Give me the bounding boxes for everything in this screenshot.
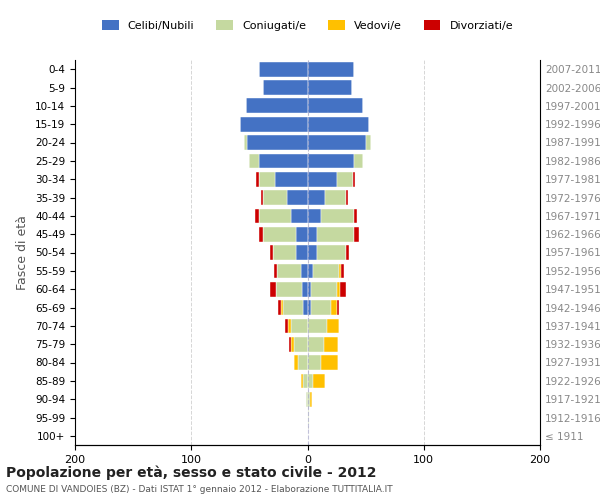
Bar xyxy=(293,355,298,370)
Legend: Celibi/Nubili, Coniugati/e, Vedovi/e, Divorziati/e: Celibi/Nubili, Coniugati/e, Vedovi/e, Di… xyxy=(98,16,517,35)
Bar xyxy=(288,318,291,333)
Bar xyxy=(291,208,308,223)
Bar xyxy=(301,374,303,388)
Text: Popolazione per età, sesso e stato civile - 2012: Popolazione per età, sesso e stato civil… xyxy=(6,465,377,479)
Bar xyxy=(311,300,331,315)
Bar xyxy=(353,172,355,186)
Bar xyxy=(255,208,259,223)
Bar xyxy=(313,374,325,388)
Bar xyxy=(308,80,352,95)
Bar xyxy=(259,208,291,223)
Bar xyxy=(291,318,308,333)
Bar xyxy=(263,227,296,242)
Bar xyxy=(261,190,263,205)
Bar xyxy=(244,135,247,150)
Bar xyxy=(303,374,308,388)
Bar xyxy=(308,117,369,132)
Bar xyxy=(322,355,338,370)
Bar xyxy=(259,62,308,76)
Bar xyxy=(271,245,272,260)
Bar xyxy=(327,318,339,333)
Bar xyxy=(308,227,317,242)
Bar xyxy=(354,227,359,242)
Bar xyxy=(308,300,311,315)
Bar xyxy=(331,300,337,315)
Bar xyxy=(275,172,308,186)
Bar xyxy=(324,337,338,351)
Bar xyxy=(259,172,275,186)
Bar xyxy=(308,318,327,333)
Bar xyxy=(283,300,303,315)
Bar xyxy=(291,337,293,351)
Bar xyxy=(293,337,308,351)
Bar xyxy=(246,98,308,113)
Bar xyxy=(271,282,276,296)
Bar xyxy=(339,264,341,278)
Bar xyxy=(277,264,301,278)
Y-axis label: Fasce di età: Fasce di età xyxy=(16,215,29,290)
Bar xyxy=(301,264,308,278)
Bar xyxy=(259,154,308,168)
Bar xyxy=(296,245,308,260)
Bar xyxy=(325,190,346,205)
Bar xyxy=(310,392,312,406)
Bar xyxy=(287,190,308,205)
Bar xyxy=(308,282,311,296)
Bar xyxy=(259,227,263,242)
Bar xyxy=(303,300,308,315)
Bar xyxy=(308,245,317,260)
Bar xyxy=(337,282,340,296)
Bar xyxy=(308,337,324,351)
Text: COMUNE DI VANDOIES (BZ) - Dati ISTAT 1° gennaio 2012 - Elaborazione TUTTITALIA.I: COMUNE DI VANDOIES (BZ) - Dati ISTAT 1° … xyxy=(6,485,392,494)
Bar xyxy=(337,172,353,186)
Bar xyxy=(308,190,325,205)
Bar xyxy=(308,98,364,113)
Bar xyxy=(272,245,296,260)
Bar xyxy=(354,154,364,168)
Bar xyxy=(302,282,308,296)
Bar xyxy=(346,245,349,260)
Bar xyxy=(296,227,308,242)
Bar xyxy=(341,264,344,278)
Bar xyxy=(308,154,354,168)
Bar xyxy=(298,355,308,370)
Bar xyxy=(263,80,308,95)
Bar xyxy=(308,208,322,223)
Bar xyxy=(256,172,259,186)
Bar xyxy=(308,355,322,370)
Bar xyxy=(308,374,313,388)
Bar xyxy=(278,300,281,315)
Bar xyxy=(317,227,354,242)
Bar xyxy=(240,117,308,132)
Bar xyxy=(274,264,277,278)
Bar xyxy=(313,264,339,278)
Bar xyxy=(308,62,354,76)
Bar xyxy=(365,135,371,150)
Bar xyxy=(289,337,291,351)
Bar xyxy=(308,264,313,278)
Bar xyxy=(337,300,339,315)
Bar xyxy=(263,190,287,205)
Bar xyxy=(346,190,348,205)
Bar xyxy=(354,208,358,223)
Bar xyxy=(286,318,288,333)
Bar xyxy=(307,392,308,406)
Bar xyxy=(276,282,302,296)
Bar xyxy=(317,245,346,260)
Bar xyxy=(308,135,365,150)
Bar xyxy=(250,154,259,168)
Bar xyxy=(308,172,337,186)
Bar xyxy=(322,208,354,223)
Bar xyxy=(308,392,310,406)
Bar xyxy=(247,135,308,150)
Bar xyxy=(340,282,346,296)
Bar xyxy=(311,282,337,296)
Bar xyxy=(281,300,283,315)
